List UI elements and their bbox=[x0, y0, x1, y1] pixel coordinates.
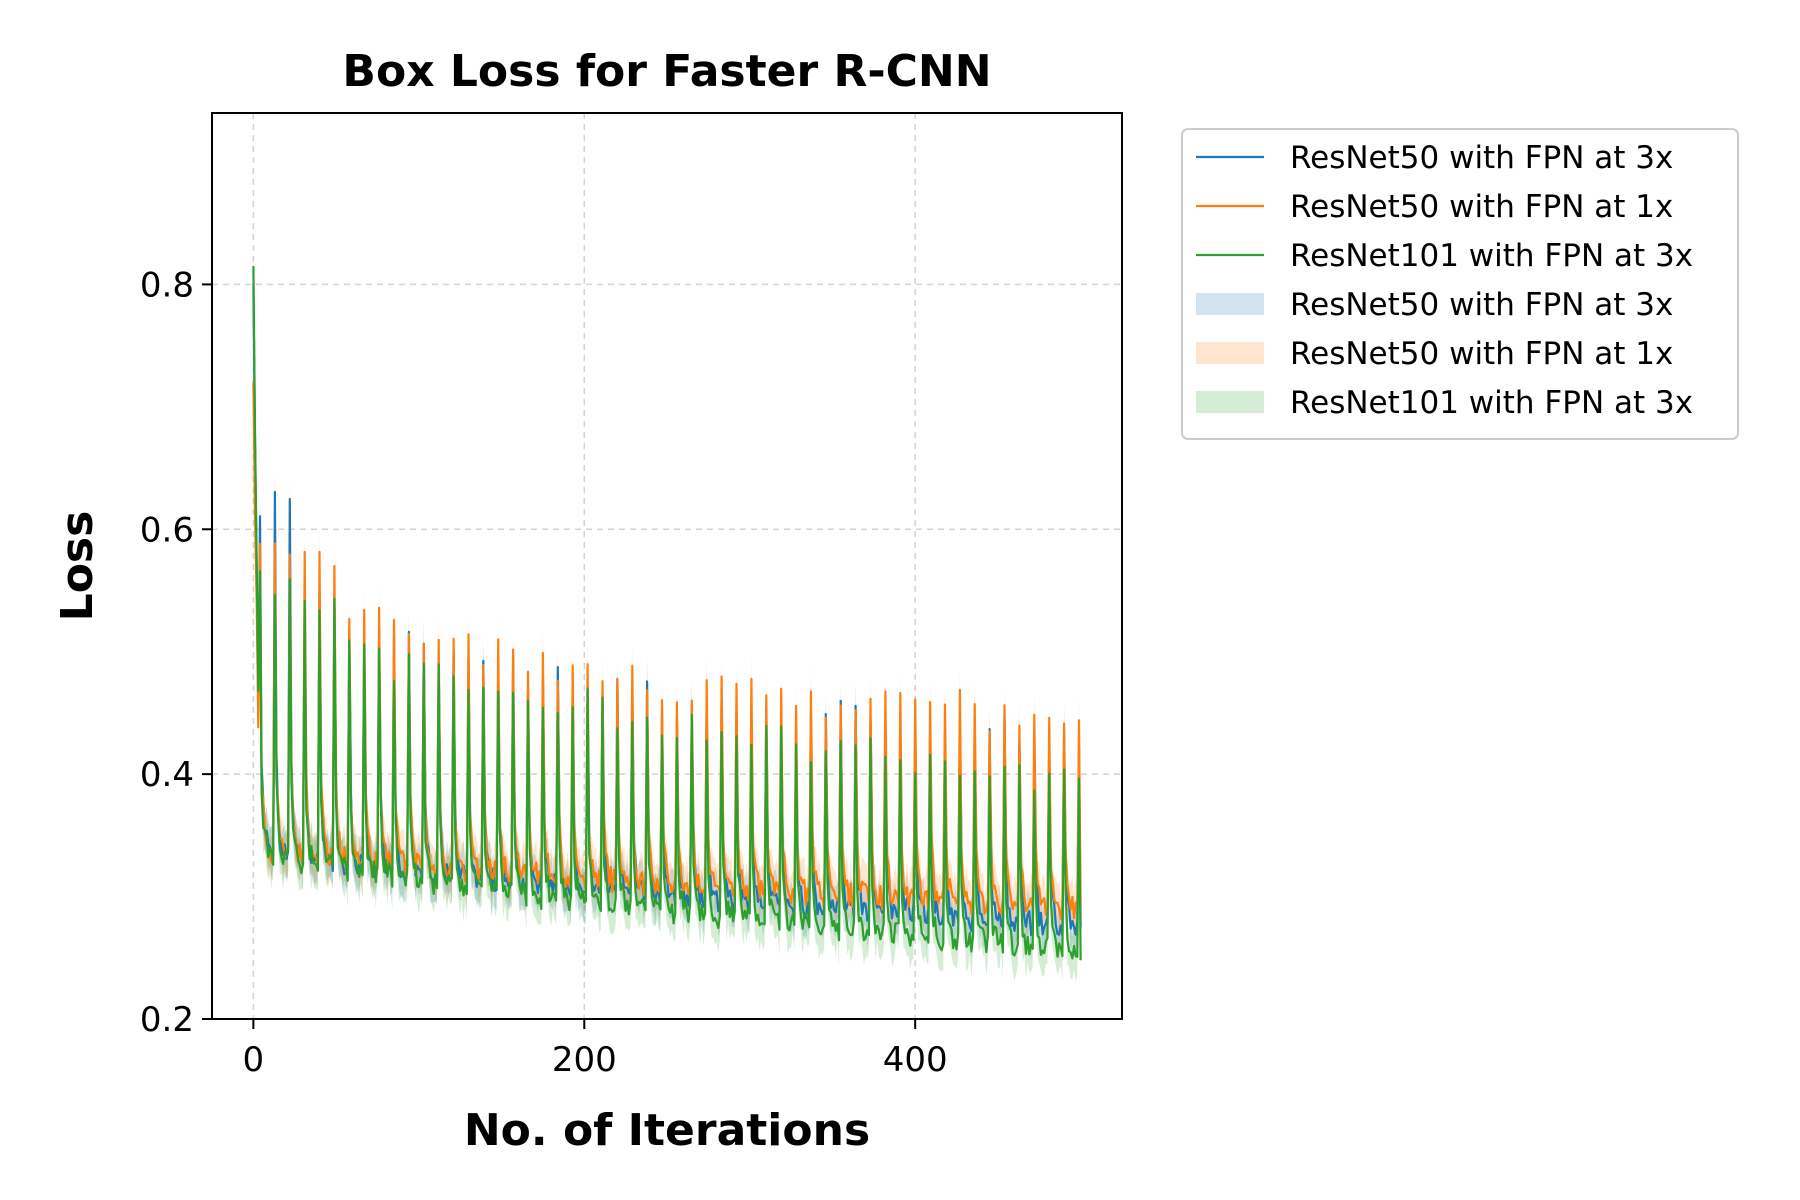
series-lines bbox=[252, 265, 1082, 961]
plot-frame bbox=[211, 112, 1123, 1020]
series-line bbox=[252, 265, 1082, 961]
y-tick-label: 0.8 bbox=[140, 265, 194, 305]
confidence-band bbox=[253, 367, 1081, 942]
legend-label: ResNet101 with FPN at 3x bbox=[1290, 238, 1693, 274]
legend: ResNet50 with FPN at 3x ResNet50 with FPN… bbox=[1181, 128, 1739, 440]
x-axis-title: No. of Iterations bbox=[464, 1105, 870, 1156]
legend-box bbox=[1181, 128, 1739, 440]
confidence-bands bbox=[253, 251, 1081, 982]
x-axis: 0 200 400 bbox=[243, 1019, 948, 1080]
y-tick-label: 0.6 bbox=[140, 510, 194, 550]
legend-band-swatch bbox=[1196, 293, 1264, 315]
grid bbox=[212, 113, 1122, 1019]
legend-label: ResNet50 with FPN at 3x bbox=[1290, 140, 1673, 176]
y-tick-label: 0.2 bbox=[140, 1000, 194, 1040]
legend-band-swatch bbox=[1196, 342, 1264, 364]
legend-label: ResNet50 with FPN at 3x bbox=[1290, 287, 1673, 323]
x-tick-label: 200 bbox=[552, 1040, 617, 1080]
chart-title: Box Loss for Faster R-CNN bbox=[342, 46, 991, 97]
y-tick-label: 0.4 bbox=[140, 755, 194, 795]
legend-label: ResNet50 with FPN at 1x bbox=[1290, 336, 1673, 372]
legend-label: ResNet101 with FPN at 3x bbox=[1290, 385, 1693, 421]
x-tick-label: 0 bbox=[243, 1040, 265, 1080]
x-tick-label: 400 bbox=[883, 1040, 948, 1080]
y-axis: 0.2 0.4 0.6 0.8 bbox=[140, 265, 212, 1040]
legend-band-swatch bbox=[1196, 391, 1264, 413]
legend-label: ResNet50 with FPN at 1x bbox=[1290, 189, 1673, 225]
y-axis-title: Loss bbox=[52, 511, 103, 622]
